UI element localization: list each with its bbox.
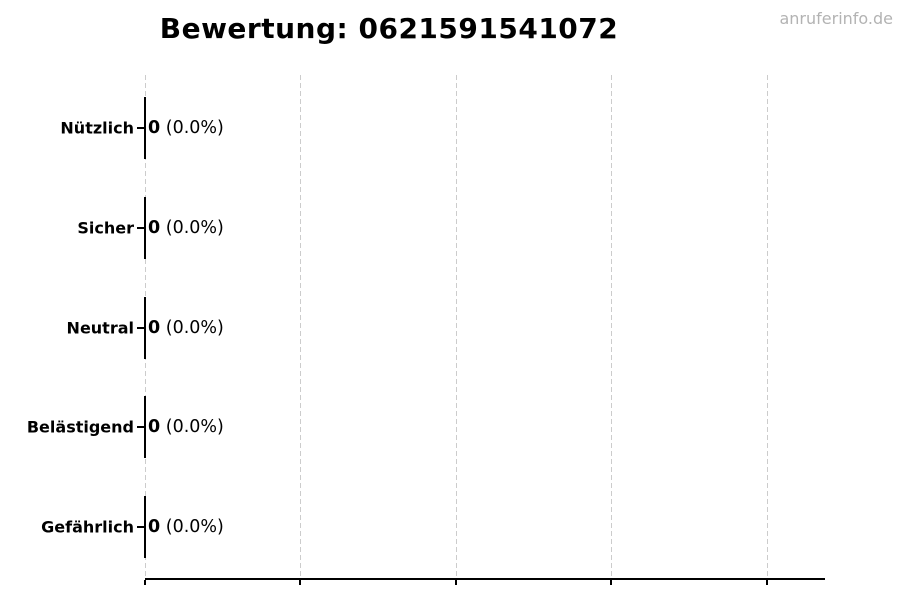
category-label: Belästigend (26, 417, 134, 437)
value-percent: (0.0%) (165, 417, 224, 438)
plot-area: Nützlich 0 (0.0%) Sicher 0 (0.0%) Neutral 0 (… (27, 75, 825, 585)
table-row: Nützlich 0 (0.0%) (60, 97, 825, 159)
table-row: Belästigend 0 (0.0%) (27, 396, 825, 459)
value-count: 0 (148, 417, 161, 438)
value-label: 0 (0.0%) (148, 118, 224, 138)
table-row: Neutral 0 (0.0%) (67, 296, 825, 359)
zero-width-bar (144, 496, 146, 558)
zero-width-bar (144, 196, 146, 259)
value-count: 0 (148, 217, 161, 238)
x-tick-mark (144, 580, 146, 585)
value-count: 0 (148, 517, 161, 537)
gridline (300, 75, 302, 578)
value-percent: (0.0%) (165, 517, 224, 537)
y-tick-mark (137, 326, 145, 329)
category-label: Gefährlich (41, 517, 134, 537)
value-percent: (0.0%) (165, 217, 224, 238)
value-label: 0 (0.0%) (148, 517, 224, 537)
value-count: 0 (148, 118, 161, 138)
x-tick-mark (454, 580, 457, 585)
watermark: anruferinfo.de (779, 9, 893, 28)
x-tick-mark (610, 580, 613, 585)
value-count: 0 (148, 317, 161, 338)
gridline (611, 75, 613, 578)
zero-width-bar (144, 296, 146, 359)
category-label: Nützlich (60, 118, 134, 138)
value-label: 0 (0.0%) (148, 318, 224, 338)
gridline (766, 75, 768, 578)
zero-width-bar (144, 97, 146, 159)
table-row: Gefährlich 0 (0.0%) (41, 496, 825, 558)
y-tick-mark (137, 426, 145, 429)
y-tick-mark (137, 226, 145, 229)
gridline (455, 75, 457, 578)
x-tick-mark (765, 580, 768, 585)
category-label: Sicher (77, 218, 134, 238)
value-percent: (0.0%) (165, 118, 224, 138)
y-tick-mark (137, 526, 145, 528)
zero-width-bar (144, 396, 146, 459)
value-percent: (0.0%) (165, 317, 224, 338)
y-tick-mark (137, 127, 145, 129)
table-row: Sicher 0 (0.0%) (77, 196, 825, 259)
chart-title: Bewertung: 0621591541072 (159, 12, 619, 45)
value-label: 0 (0.0%) (148, 417, 224, 437)
x-tick-mark (299, 580, 302, 585)
value-label: 0 (0.0%) (148, 218, 224, 238)
category-label: Neutral (66, 318, 134, 337)
